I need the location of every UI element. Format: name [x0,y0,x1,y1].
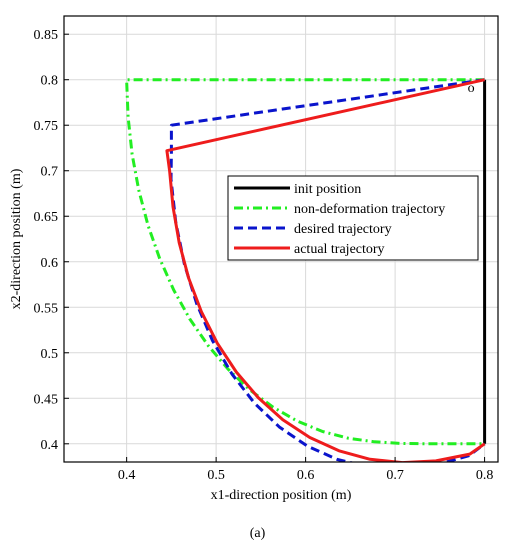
y-tick-label: 0.75 [34,119,59,134]
series-layer [125,78,487,462]
x-tick-label: 0.4 [118,468,136,483]
legend: init position non-deformation trajectory… [227,175,479,261]
legend-item-init: init position [234,182,361,197]
plot-frame [63,15,499,463]
x-tick-label: 0.7 [386,468,404,483]
legend-item-actual: actual trajectory [234,242,385,257]
y-tick-label: 0.8 [41,74,59,89]
legend-box [227,175,479,261]
legend-item-non-deformation: non-deformation trajectory [234,202,445,217]
y-tick-label: 0.4 [41,438,59,453]
series-line-1 [125,78,485,446]
legend-label-init: init position [294,182,361,197]
origin-annotation: o [468,81,475,96]
y-tick-label: 0.45 [34,392,59,407]
y-tick-label: 0.6 [41,256,59,271]
series-line-3 [165,78,486,462]
x-tick-label: 0.8 [476,468,494,483]
y-tick-label: 0.5 [41,347,59,362]
y-tick-label: 0.7 [41,165,59,180]
x-tick-label: 0.6 [297,468,315,483]
y-axis-label: x2-direction position (m) [9,168,24,309]
figure-caption: (a) [249,526,266,541]
legend-item-desired: desired trajectory [234,222,392,237]
tick-layer: 0.4 0.5 0.6 0.7 0.8 0.4 0.45 0.5 0.55 0.6 0.65 0.7 0… [34,28,494,483]
legend-label-actual: actual trajectory [294,242,385,257]
x-tick-label: 0.5 [207,468,225,483]
y-tick-label: 0.85 [34,28,59,43]
y-tick-label: 0.55 [34,301,59,316]
x-axis-label: x1-direction position (m) [211,488,352,503]
legend-label-non-deformation: non-deformation trajectory [294,202,445,217]
y-tick-label: 0.65 [34,210,59,225]
legend-label-desired: desired trajectory [294,222,392,237]
